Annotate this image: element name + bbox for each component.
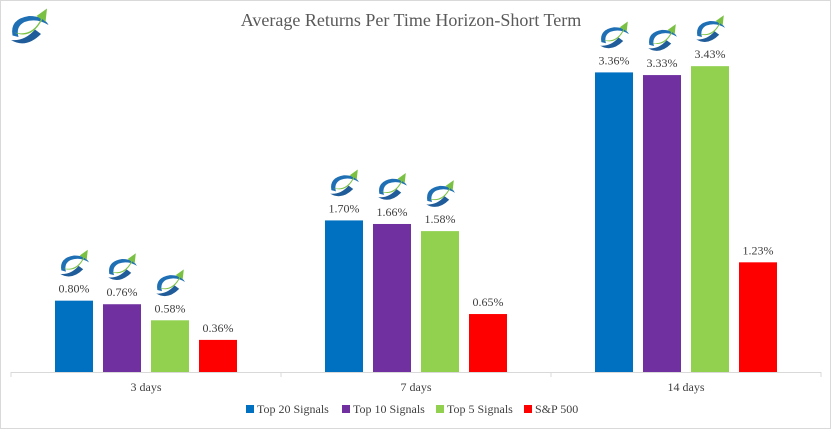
bar <box>199 339 237 372</box>
bar-logo-icon <box>108 253 137 281</box>
logo-layer <box>11 8 725 297</box>
data-label: 1.23% <box>743 243 774 257</box>
category-axis: 3 days 7 days 14 days <box>10 372 822 394</box>
header-logo-icon <box>11 8 49 44</box>
bar <box>103 304 141 372</box>
category-label: 14 days <box>668 380 705 394</box>
legend-label: S&P 500 <box>535 402 578 416</box>
data-label: 1.70% <box>329 201 360 215</box>
legend-swatch <box>524 405 532 413</box>
data-label: 3.36% <box>599 53 630 67</box>
legend-swatch <box>342 405 350 413</box>
bar-logo-icon <box>60 249 89 277</box>
data-label: 1.66% <box>377 205 408 219</box>
bar <box>151 320 189 372</box>
bar-logo-icon <box>648 24 677 51</box>
legend-swatch <box>246 405 254 413</box>
data-label: 0.80% <box>59 282 90 296</box>
bar-logo-icon <box>600 21 629 49</box>
bar <box>325 220 363 372</box>
bar <box>691 66 729 373</box>
data-label: 0.36% <box>203 321 234 335</box>
legend-label: Top 5 Signals <box>447 402 513 416</box>
bar-logo-icon <box>426 180 455 207</box>
data-label: 3.43% <box>695 47 726 61</box>
bar <box>739 262 777 372</box>
bar <box>643 75 681 372</box>
data-label: 3.33% <box>647 56 678 70</box>
bar-logo-icon <box>378 173 407 200</box>
data-label: 0.76% <box>107 285 138 299</box>
legend-label: Top 10 Signals <box>353 402 425 416</box>
legend-swatch <box>436 405 444 413</box>
bar <box>421 231 459 372</box>
bar-logo-icon <box>696 15 725 42</box>
legend: Top 20 Signals Top 10 Signals Top 5 Signal… <box>246 402 578 416</box>
chart-title: Average Returns Per Time Horizon-Short T… <box>241 10 582 30</box>
bar <box>469 314 507 372</box>
legend-label: Top 20 Signals <box>257 402 329 416</box>
category-label: 3 days <box>131 380 162 394</box>
data-label: 0.65% <box>473 295 504 309</box>
category-label: 7 days <box>401 380 432 394</box>
bar <box>373 223 411 372</box>
data-label: 0.58% <box>155 301 186 315</box>
bar-logo-icon <box>156 269 185 297</box>
data-label: 1.58% <box>425 212 456 226</box>
bar <box>55 300 93 372</box>
bar <box>595 72 633 373</box>
bars-layer: 0.80% 0.76% 0.58% 0.36% 1.70% 1.66% 1.58% 0.65%… <box>55 47 777 373</box>
bar-logo-icon <box>330 169 359 197</box>
